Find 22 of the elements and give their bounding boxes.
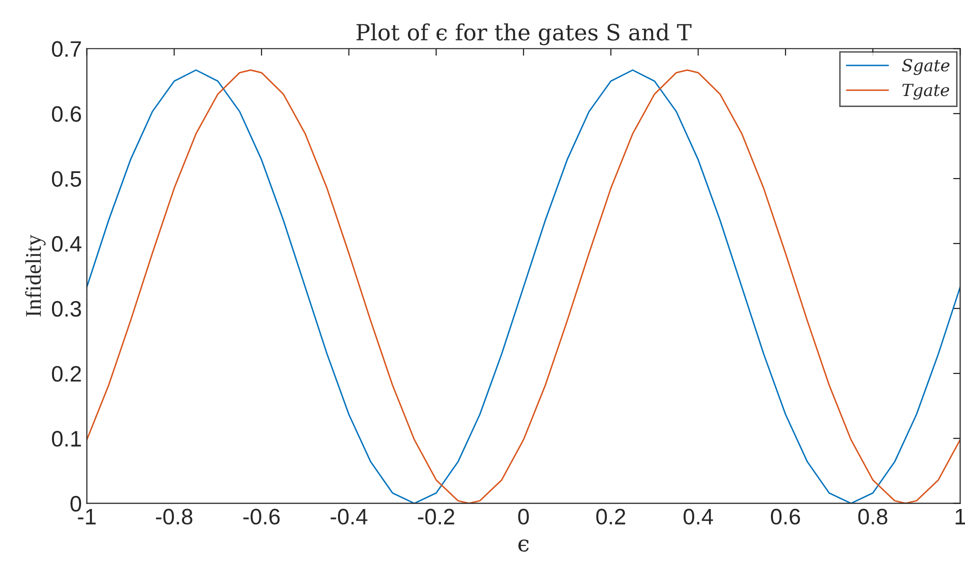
x-tick-label: 0: [518, 508, 529, 525]
chart-title: Plot of ϵ for the gates S and T: [356, 23, 692, 46]
y-tick-label: 0.7: [52, 41, 81, 57]
y-tick-label: 0.6: [52, 106, 82, 122]
x-tick-label: 0.6: [770, 508, 800, 525]
x-tick-label: -0.8: [156, 508, 192, 525]
y-axis-title: Infidelity: [25, 234, 46, 317]
x-axis-title: ϵ: [518, 540, 529, 552]
y-tick-label: 0.3: [52, 301, 82, 317]
x-tick-label: 0.8: [858, 508, 888, 525]
x-tick-label: -0.6: [243, 508, 280, 525]
y-tick-label: 0.4: [52, 236, 82, 252]
x-tick-label: 0.4: [684, 508, 713, 525]
y-tick-label: 0.2: [52, 366, 81, 382]
legend-label: Sgate: [902, 58, 950, 75]
x-tick-label: -0.4: [330, 508, 368, 525]
y-tick-label: 0.5: [52, 171, 82, 187]
x-tick-label: -0.2: [418, 508, 454, 525]
x-tick-label: 0.2: [596, 508, 626, 525]
x-tick-label: 1: [956, 509, 965, 524]
y-tick-label: 0.1: [52, 430, 81, 447]
legend-label: Tgate: [902, 84, 950, 100]
